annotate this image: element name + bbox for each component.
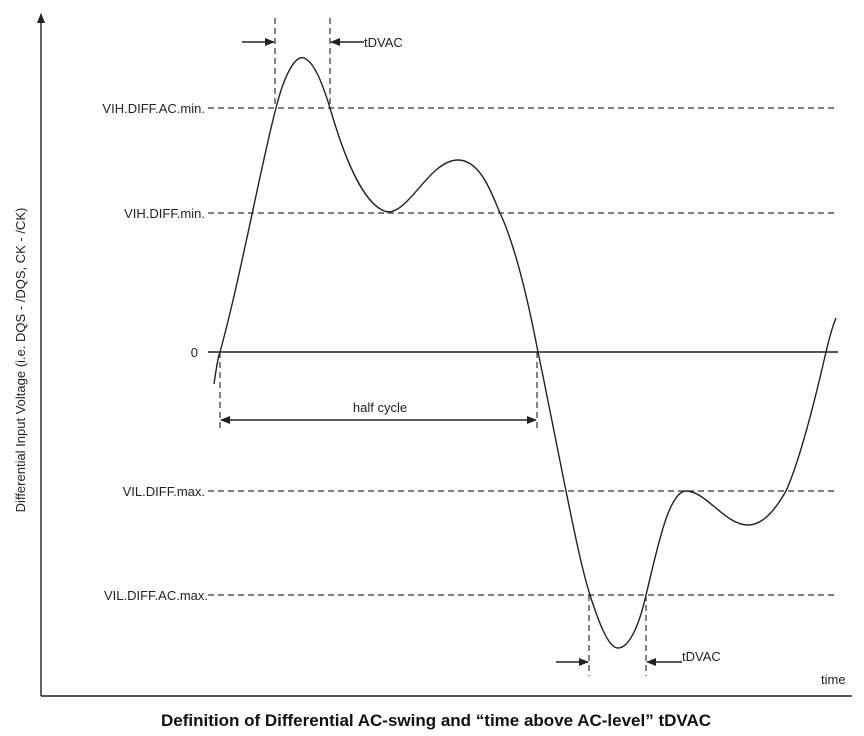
zero-label: 0 xyxy=(191,345,198,360)
vih-ac-label: VIH.DIFF.AC.min. xyxy=(102,101,205,116)
vih-label: VIH.DIFF.min. xyxy=(124,206,205,221)
diagram-caption: Definition of Differential AC-swing and … xyxy=(161,711,711,730)
x-axis-label: time xyxy=(821,672,846,687)
vil-ac-label: VIL.DIFF.AC.max. xyxy=(104,588,208,603)
y-axis-label: Differential Input Voltage (i.e. DQS - /… xyxy=(13,208,28,513)
half-cycle-label: half cycle xyxy=(353,400,407,415)
vil-label: VIL.DIFF.max. xyxy=(123,484,205,499)
differential-waveform xyxy=(213,57,837,649)
tdvac-top-label: tDVAC xyxy=(364,35,403,50)
tdvac-bottom-label: tDVAC xyxy=(682,649,721,664)
